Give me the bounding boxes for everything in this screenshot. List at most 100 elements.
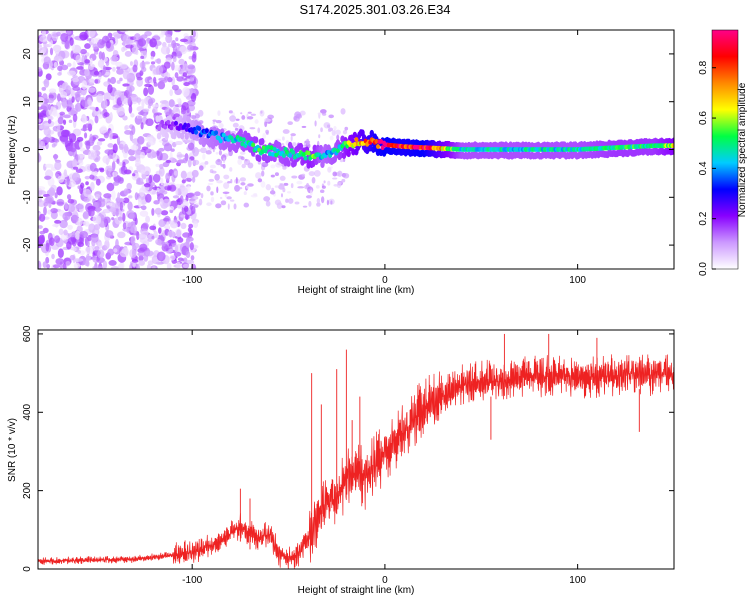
noise-blob bbox=[140, 34, 148, 39]
noise-blob bbox=[112, 152, 118, 162]
noise-blob bbox=[117, 192, 121, 202]
noise-blob bbox=[54, 56, 64, 62]
noise-blob bbox=[52, 107, 58, 117]
noise-blob bbox=[181, 187, 188, 196]
noise-blob bbox=[179, 45, 188, 55]
noise-blob bbox=[56, 31, 61, 37]
ridge-cell bbox=[251, 142, 256, 148]
noise-blob bbox=[156, 58, 162, 65]
colorbar-tick-label: 0.8 bbox=[698, 60, 709, 74]
noise-blob bbox=[52, 264, 61, 269]
noise-blob bbox=[171, 61, 175, 71]
noise-blob bbox=[38, 106, 43, 111]
noise-blob bbox=[182, 72, 188, 77]
ridge-cell bbox=[183, 122, 188, 128]
noise-blob bbox=[301, 125, 307, 128]
noise-blob bbox=[187, 104, 196, 112]
noise-blob bbox=[95, 215, 102, 225]
noise-blob bbox=[76, 66, 84, 70]
noise-blob bbox=[291, 175, 298, 179]
noise-blob bbox=[106, 165, 113, 172]
noise-blob bbox=[232, 122, 239, 128]
noise-blob bbox=[329, 135, 334, 141]
noise-blob bbox=[265, 184, 272, 191]
noise-blob bbox=[333, 129, 336, 136]
noise-blob bbox=[155, 163, 161, 167]
noise-blob bbox=[66, 194, 72, 200]
noise-blob bbox=[54, 219, 62, 224]
noise-blob bbox=[147, 98, 154, 106]
noise-blob bbox=[48, 88, 57, 94]
noise-blob bbox=[231, 130, 236, 135]
noise-blob bbox=[80, 182, 85, 189]
noise-blob bbox=[150, 56, 154, 60]
noise-blob bbox=[41, 86, 47, 91]
noise-blob bbox=[38, 225, 43, 229]
noise-blob bbox=[89, 162, 97, 172]
y-tick-label: 10 bbox=[22, 96, 33, 108]
noise-blob bbox=[116, 158, 120, 164]
noise-blob bbox=[38, 260, 42, 269]
noise-blob bbox=[247, 162, 254, 169]
noise-blob bbox=[130, 94, 139, 102]
noise-blob bbox=[84, 246, 94, 255]
noise-blob bbox=[66, 62, 72, 67]
noise-blob bbox=[206, 202, 212, 207]
noise-blob bbox=[174, 140, 183, 146]
noise-blob bbox=[96, 114, 105, 119]
noise-blob bbox=[54, 235, 61, 244]
noise-blob bbox=[96, 257, 105, 264]
noise-blob bbox=[45, 110, 50, 117]
noise-blob bbox=[223, 174, 230, 180]
noise-blob bbox=[93, 51, 99, 55]
noise-blob bbox=[180, 222, 187, 230]
noise-blob bbox=[176, 204, 183, 209]
noise-blob bbox=[58, 84, 63, 93]
noise-blob bbox=[164, 76, 169, 81]
noise-blob bbox=[206, 185, 211, 192]
noise-blob bbox=[56, 124, 61, 133]
noise-blob bbox=[320, 196, 325, 204]
noise-blob bbox=[198, 198, 203, 206]
noise-blob bbox=[240, 182, 246, 186]
noise-blob bbox=[103, 99, 108, 109]
noise-blob bbox=[302, 205, 308, 208]
noise-blob bbox=[117, 216, 123, 221]
noise-blob bbox=[128, 155, 136, 162]
noise-blob bbox=[104, 149, 114, 155]
noise-blob bbox=[260, 181, 266, 188]
noise-blob bbox=[197, 148, 201, 152]
ridge-cell bbox=[260, 149, 265, 155]
noise-blob bbox=[160, 79, 168, 83]
noise-blob bbox=[38, 234, 45, 245]
noise-blob bbox=[316, 202, 321, 207]
noise-blob bbox=[104, 230, 114, 238]
noise-blob bbox=[67, 224, 73, 230]
noise-blob bbox=[162, 217, 170, 222]
noise-blob bbox=[63, 229, 68, 236]
ridge-cell bbox=[281, 153, 286, 158]
ridge-cell bbox=[186, 123, 191, 128]
noise-blob bbox=[186, 259, 195, 265]
noise-blob bbox=[149, 225, 157, 231]
noise-blob bbox=[99, 126, 108, 134]
noise-blob bbox=[38, 152, 41, 163]
noise-blob bbox=[74, 258, 84, 262]
noise-blob bbox=[176, 154, 186, 158]
noise-blob bbox=[183, 206, 189, 212]
noise-blob bbox=[187, 142, 195, 150]
noise-blob bbox=[192, 176, 196, 183]
noise-blob bbox=[183, 82, 190, 87]
noise-blob bbox=[124, 50, 132, 57]
noise-blob bbox=[78, 141, 84, 149]
ridge-cell bbox=[218, 138, 223, 144]
noise-blob bbox=[217, 110, 221, 117]
colorbar-ticks: 0.0 0.2 0.4 0.6 0.8 bbox=[698, 60, 716, 276]
noise-blob bbox=[96, 93, 104, 103]
noise-blob bbox=[97, 59, 105, 68]
noise-blob bbox=[151, 266, 156, 269]
noise-blob bbox=[83, 197, 90, 203]
noise-blob bbox=[192, 159, 200, 166]
noise-blob bbox=[190, 255, 195, 261]
noise-blob bbox=[127, 201, 133, 211]
